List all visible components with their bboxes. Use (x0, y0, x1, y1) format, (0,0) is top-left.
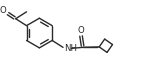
Text: NH: NH (64, 44, 77, 53)
Text: O: O (77, 26, 84, 35)
Text: O: O (0, 6, 7, 15)
